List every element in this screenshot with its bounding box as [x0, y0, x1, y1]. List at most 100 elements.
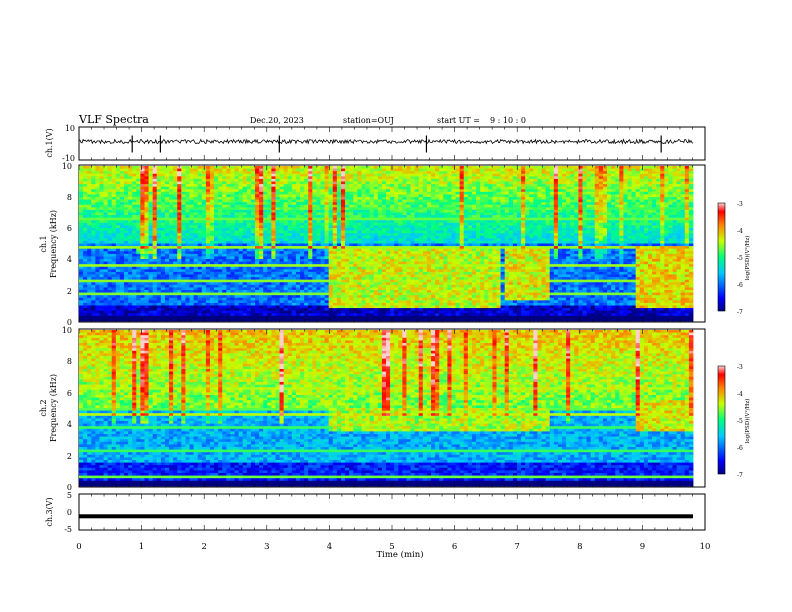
- spectrogram-cell: [148, 194, 154, 198]
- spectrogram-cell: [124, 222, 129, 226]
- spectrogram-cell: [390, 194, 395, 198]
- spectrogram-cell: [214, 191, 219, 195]
- spectrogram-cell: [271, 171, 276, 175]
- spectrogram-cell: [332, 297, 338, 301]
- spectrogram-cell: [201, 230, 207, 234]
- spectrogram-cell: [115, 310, 121, 314]
- spectrogram-cell: [255, 217, 260, 221]
- spectrogram-cell: [414, 217, 420, 221]
- spectrogram-cell: [300, 310, 305, 314]
- spectrogram-cell: [103, 238, 109, 242]
- spectrogram-cell: [156, 173, 162, 177]
- spectrogram-cell: [320, 189, 325, 193]
- spectrogram-cell: [152, 207, 158, 211]
- spectrogram-cell: [357, 243, 362, 247]
- spectrogram-cell: [304, 248, 309, 252]
- spectrogram-cell: [373, 259, 379, 262]
- spectrogram-cell: [332, 186, 338, 190]
- spectrogram-cell: [83, 256, 88, 260]
- spectrogram-cell: [91, 279, 96, 283]
- spectrogram-cell: [152, 246, 158, 250]
- spectrogram-cell: [394, 225, 399, 229]
- spectrogram-cell: [304, 176, 309, 180]
- spectrogram-cell: [406, 209, 411, 213]
- spectrogram-cell: [238, 233, 244, 237]
- spectrogram-cell: [132, 282, 137, 286]
- spectrogram-cell: [406, 277, 411, 281]
- spectrogram-cell: [308, 204, 313, 208]
- spectrogram-cell: [250, 220, 256, 224]
- spectrogram-cell: [140, 194, 145, 198]
- spectrogram-cell: [381, 287, 387, 291]
- spectrogram-cell: [398, 194, 403, 198]
- spectrogram-cell: [283, 217, 289, 221]
- spectrogram-cell: [332, 310, 338, 314]
- spectrogram-cell: [185, 282, 190, 286]
- spectrogram-cell: [283, 173, 289, 177]
- spectrogram-cell: [209, 220, 215, 224]
- spectrogram-cell: [316, 279, 321, 283]
- spectrogram-cell: [99, 189, 104, 193]
- spectrogram-cell: [79, 305, 84, 309]
- spectrogram-cell: [79, 274, 84, 278]
- spectrogram-cell: [332, 230, 338, 234]
- spectrogram-cell: [386, 181, 391, 185]
- spectrogram-cell: [263, 225, 268, 229]
- spectrogram-cell: [300, 181, 305, 185]
- spectrogram-cell: [361, 266, 366, 270]
- spectrogram-cell: [406, 197, 411, 200]
- spectrogram-cell: [304, 261, 309, 265]
- spectrogram-cell: [132, 295, 137, 299]
- spectrogram-cell: [312, 315, 317, 319]
- spectrogram-cell: [291, 186, 297, 190]
- spectrogram-cell: [111, 269, 117, 273]
- spectrogram-cell: [152, 279, 158, 283]
- spectrogram-cell: [201, 240, 207, 244]
- spectrogram-cell: [320, 269, 325, 273]
- spectrogram-cell: [291, 246, 297, 250]
- spectrogram-cell: [279, 220, 285, 224]
- spectrogram-cell: [353, 284, 358, 288]
- spectrogram-cell: [103, 253, 109, 257]
- spectrogram-cell: [250, 290, 256, 293]
- spectrogram-cell: [353, 264, 358, 268]
- spectrogram-cell: [193, 256, 199, 260]
- spectrogram-cell: [79, 186, 84, 190]
- spectrogram-cell: [218, 184, 223, 188]
- spectrogram-cell: [336, 297, 342, 301]
- spectrogram-cell: [111, 284, 117, 288]
- spectrogram-cell: [328, 308, 334, 312]
- spectrogram-cell: [357, 176, 362, 180]
- spectrogram-cell: [181, 186, 186, 190]
- spectrogram-cell: [345, 300, 350, 304]
- spectrogram-cell: [214, 189, 219, 193]
- spectrogram-cell: [283, 197, 289, 200]
- spectrogram-cell: [144, 202, 149, 206]
- spectrogram-cell: [353, 274, 358, 278]
- spectrogram-cell: [394, 228, 399, 231]
- spectrogram-cell: [271, 166, 276, 169]
- spectrogram-cell: [173, 176, 178, 180]
- spectrogram-cell: [226, 178, 231, 182]
- spectrogram-cell: [99, 181, 104, 185]
- spectrogram-cell: [169, 186, 174, 190]
- spectrogram-cell: [144, 197, 149, 200]
- spectrogram-cell: [246, 248, 252, 252]
- spectrogram-cell: [263, 266, 268, 270]
- spectrogram-cell: [340, 204, 346, 208]
- spectrogram-cell: [238, 259, 244, 262]
- spectrogram-cell: [377, 310, 383, 314]
- spectrogram-cell: [316, 176, 321, 180]
- spectrogram-cell: [336, 251, 342, 255]
- spectrogram-cell: [361, 225, 366, 229]
- spectrogram-cell: [152, 271, 158, 275]
- spectrogram-cell: [373, 266, 379, 270]
- spectrogram-cell: [316, 178, 321, 182]
- spectrogram-cell: [238, 238, 244, 242]
- spectrogram-cell: [87, 235, 92, 239]
- spectrogram-cell: [386, 171, 391, 175]
- spectrogram-cell: [381, 274, 387, 278]
- spectrogram-cell: [373, 207, 379, 211]
- spectrogram-cell: [87, 230, 92, 234]
- spectrogram-cell: [361, 240, 366, 244]
